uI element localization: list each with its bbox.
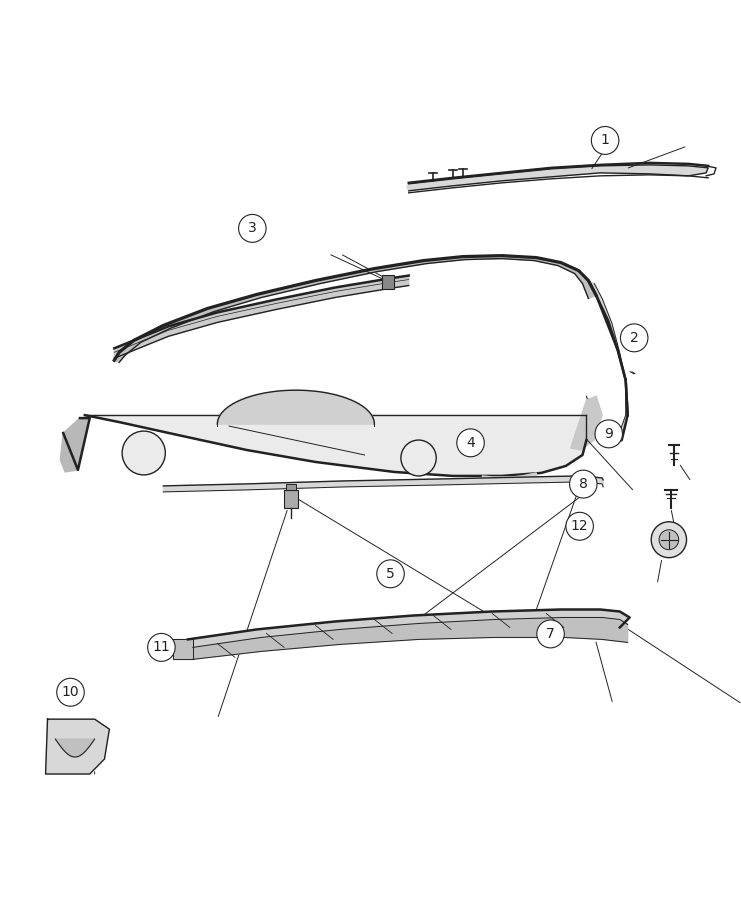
Text: 3: 3: [248, 221, 256, 236]
Circle shape: [595, 420, 622, 448]
Text: 7: 7: [546, 627, 555, 641]
Circle shape: [570, 470, 597, 498]
Polygon shape: [163, 476, 603, 492]
Circle shape: [456, 429, 485, 457]
Circle shape: [536, 620, 565, 648]
Polygon shape: [193, 617, 628, 660]
Circle shape: [620, 324, 648, 352]
Circle shape: [651, 522, 687, 558]
Polygon shape: [60, 418, 90, 472]
Circle shape: [57, 679, 84, 706]
Text: 9: 9: [605, 427, 614, 441]
Circle shape: [401, 440, 436, 476]
Text: 5: 5: [386, 567, 395, 580]
Text: 10: 10: [62, 685, 79, 699]
Polygon shape: [586, 281, 628, 445]
Bar: [284, 490, 298, 508]
Polygon shape: [114, 256, 597, 363]
Circle shape: [591, 127, 619, 155]
Polygon shape: [56, 739, 95, 757]
Text: 12: 12: [571, 519, 588, 534]
Bar: [286, 484, 296, 496]
Text: 11: 11: [153, 641, 170, 654]
Text: 4: 4: [466, 436, 475, 450]
Circle shape: [147, 634, 175, 661]
Polygon shape: [217, 391, 374, 424]
Circle shape: [376, 560, 405, 588]
Polygon shape: [482, 472, 536, 480]
Bar: [382, 274, 394, 289]
Text: 2: 2: [630, 331, 639, 345]
Circle shape: [659, 530, 679, 550]
Polygon shape: [407, 165, 708, 191]
Polygon shape: [45, 719, 110, 774]
Polygon shape: [188, 609, 630, 647]
Polygon shape: [114, 275, 409, 358]
Circle shape: [239, 214, 266, 242]
Polygon shape: [173, 639, 193, 660]
Circle shape: [122, 431, 165, 475]
Circle shape: [566, 512, 594, 540]
Text: 8: 8: [579, 477, 588, 491]
Text: 1: 1: [601, 133, 610, 148]
Polygon shape: [84, 415, 586, 476]
Polygon shape: [571, 396, 602, 450]
